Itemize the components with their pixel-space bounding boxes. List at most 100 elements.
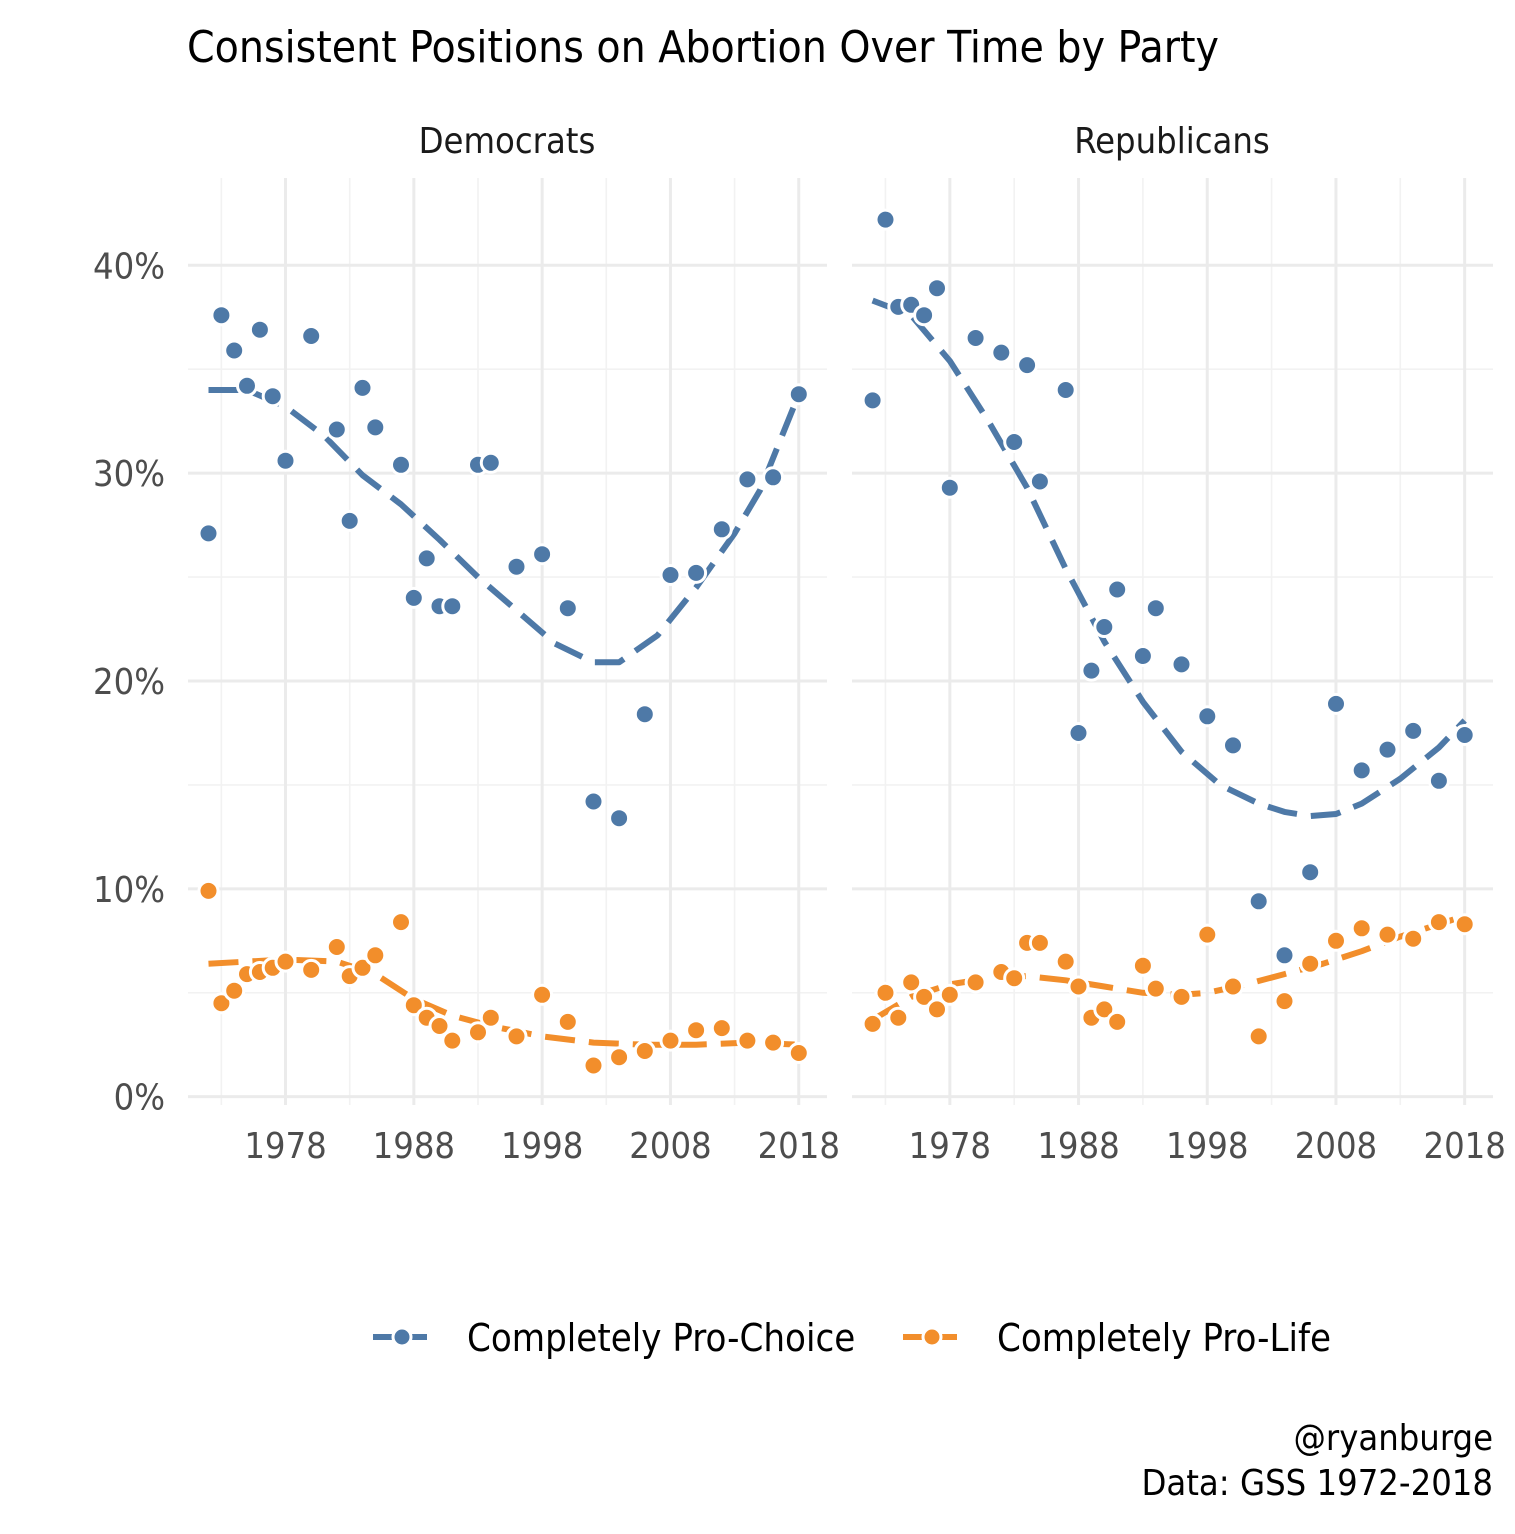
data-point-completely-pro-choice-democrats-1983 <box>338 509 361 532</box>
data-point-completely-pro-choice-democrats-1998 <box>531 543 554 566</box>
x-tick-label-democrats-1998: 1998 <box>501 1126 583 1167</box>
x-axis-republicans: 1978 1988 1998 2008 2018 <box>909 1126 1506 1167</box>
data-point-completely-pro-choice-democrats-1989 <box>415 547 438 570</box>
data-point-completely-pro-choice-democrats-1996 <box>505 555 528 578</box>
data-point-completely-pro-life-democrats-1990 <box>428 1015 451 1037</box>
panel-republicans: Republicans 1978 1988 1998 2008 2018 <box>852 121 1506 1167</box>
y-tick-label-10: 10% <box>93 870 165 911</box>
data-point-completely-pro-life-republicans-1998 <box>1196 923 1219 946</box>
data-point-completely-pro-life-democrats-2018 <box>787 1042 810 1064</box>
data-point-completely-pro-life-republicans-1990 <box>1093 998 1116 1021</box>
data-point-completely-pro-choice-democrats-1987 <box>390 453 412 476</box>
data-point-completely-pro-choice-democrats-2006 <box>633 703 656 726</box>
data-point-completely-pro-choice-republicans-2012 <box>1376 738 1399 761</box>
legend-item-pro-life: Completely Pro-Life <box>903 1316 1331 1360</box>
trend-line-completely-pro-life-republicans <box>871 913 1466 1023</box>
y-tick-label-30: 30% <box>93 454 165 495</box>
data-point-completely-pro-life-republicans-1976 <box>913 985 936 1008</box>
x-tick-label-republicans-1978: 1978 <box>909 1126 991 1167</box>
data-point-completely-pro-choice-republicans-1980 <box>964 327 987 349</box>
data-point-completely-pro-life-democrats-1988 <box>402 994 425 1017</box>
data-point-completely-pro-choice-republicans-1994 <box>1144 597 1167 620</box>
trend-line-completely-pro-choice-democrats <box>208 387 802 666</box>
data-point-completely-pro-choice-republicans-2018 <box>1453 724 1476 746</box>
y-tick-label-0: 0% <box>114 1078 165 1119</box>
data-point-completely-pro-life-democrats-1998 <box>531 983 554 1006</box>
data-point-completely-pro-choice-republicans-2010 <box>1350 759 1373 782</box>
data-point-completely-pro-choice-republicans-1977 <box>926 277 948 300</box>
data-point-completely-pro-life-republicans-1988 <box>1067 975 1090 998</box>
data-point-completely-pro-choice-democrats-2002 <box>582 790 605 813</box>
data-point-completely-pro-choice-republicans-1988 <box>1067 722 1090 744</box>
data-point-completely-pro-life-republicans-1993 <box>1131 954 1154 977</box>
data-point-completely-pro-life-republicans-2000 <box>1222 975 1244 998</box>
data-point-completely-pro-life-republicans-1973 <box>874 981 897 1004</box>
data-point-completely-pro-choice-democrats-1973 <box>210 304 233 327</box>
data-point-completely-pro-choice-republicans-1996 <box>1170 653 1193 676</box>
data-point-completely-pro-life-republicans-2004 <box>1273 990 1296 1013</box>
facet-label-democrats: Democrats <box>419 121 596 162</box>
panel-democrats: Democrats 1978 1988 1998 2008 2018 <box>188 121 840 1167</box>
data-point-completely-pro-choice-democrats-1975 <box>236 374 258 397</box>
data-point-completely-pro-choice-republicans-1989 <box>1080 659 1103 682</box>
data-point-completely-pro-choice-republicans-2014 <box>1402 719 1425 742</box>
data-point-completely-pro-choice-democrats-2012 <box>710 518 733 541</box>
data-point-completely-pro-choice-republicans-1991 <box>1106 578 1129 601</box>
x-tick-label-democrats-1988: 1988 <box>373 1126 455 1167</box>
data-point-completely-pro-choice-republicans-1978 <box>938 476 961 499</box>
grid-republicans <box>852 178 1493 1105</box>
x-tick-label-republicans-2008: 2008 <box>1295 1126 1377 1167</box>
data-point-completely-pro-life-democrats-1984 <box>351 956 374 979</box>
data-point-completely-pro-life-democrats-1978 <box>274 950 297 973</box>
data-point-completely-pro-choice-democrats-1994 <box>479 451 502 474</box>
data-point-completely-pro-life-republicans-2002 <box>1247 1025 1270 1048</box>
data-point-completely-pro-choice-republicans-1984 <box>1016 354 1039 377</box>
data-point-completely-pro-life-democrats-1994 <box>479 1006 502 1029</box>
data-point-completely-pro-life-republicans-1996 <box>1170 985 1193 1008</box>
data-point-completely-pro-choice-republicans-2008 <box>1325 692 1347 715</box>
data-point-completely-pro-choice-democrats-2008 <box>659 564 682 586</box>
data-point-completely-pro-life-republicans-1980 <box>964 971 987 994</box>
legend-key-point-pro-choice <box>391 1326 413 1348</box>
data-point-completely-pro-life-republicans-2014 <box>1402 927 1425 950</box>
data-point-completely-pro-life-democrats-1974 <box>223 979 246 1002</box>
data-point-completely-pro-choice-republicans-1998 <box>1196 705 1219 728</box>
legend-key-point-pro-life <box>921 1326 943 1348</box>
data-point-completely-pro-choice-democrats-2018 <box>787 383 810 406</box>
data-point-completely-pro-choice-republicans-1973 <box>874 208 897 231</box>
points-republicans <box>861 208 1476 1048</box>
trend-line-completely-pro-life-democrats <box>208 956 799 1048</box>
data-point-completely-pro-life-republicans-2016 <box>1427 911 1450 934</box>
data-point-completely-pro-choice-republicans-1993 <box>1131 645 1154 667</box>
data-point-completely-pro-choice-democrats-1985 <box>364 416 387 439</box>
legend-item-pro-choice: Completely Pro-Choice <box>373 1316 855 1360</box>
data-point-completely-pro-choice-democrats-2014 <box>736 468 759 491</box>
x-axis-democrats: 1978 1988 1998 2008 2018 <box>244 1126 840 1167</box>
caption-source: Data: GSS 1972-2018 <box>1141 1463 1493 1504</box>
data-point-completely-pro-choice-republicans-1972 <box>861 389 884 412</box>
data-point-completely-pro-life-democrats-1982 <box>325 936 348 958</box>
data-point-completely-pro-life-republicans-1991 <box>1106 1010 1129 1033</box>
facet-label-republicans: Republicans <box>1074 121 1270 162</box>
data-point-completely-pro-life-democrats-1985 <box>364 944 387 967</box>
data-point-completely-pro-life-republicans-2012 <box>1376 923 1399 946</box>
trend-lines-republicans <box>871 297 1467 1023</box>
data-point-completely-pro-life-republicans-2018 <box>1453 913 1476 936</box>
data-point-completely-pro-life-democrats-1996 <box>505 1025 528 1048</box>
caption-author: @ryanburge <box>1293 1418 1493 1459</box>
data-point-completely-pro-choice-democrats-1988 <box>402 586 425 609</box>
x-tick-label-democrats-2018: 2018 <box>758 1126 840 1167</box>
x-tick-label-republicans-2018: 2018 <box>1423 1126 1505 1167</box>
x-tick-label-republicans-1988: 1988 <box>1037 1126 1119 1167</box>
data-point-completely-pro-life-democrats-2010 <box>685 1019 708 1042</box>
data-point-completely-pro-life-democrats-1972 <box>197 879 220 902</box>
data-point-completely-pro-life-republicans-1975 <box>900 971 923 994</box>
data-point-completely-pro-choice-democrats-1976 <box>248 318 271 341</box>
data-point-completely-pro-life-democrats-2008 <box>659 1029 682 1052</box>
legend: Completely Pro-Choice Completely Pro-Lif… <box>373 1316 1331 1360</box>
y-tick-label-40: 40% <box>93 246 165 287</box>
data-point-completely-pro-life-republicans-1994 <box>1144 977 1167 1000</box>
data-point-completely-pro-choice-republicans-1976 <box>913 304 936 327</box>
data-point-completely-pro-life-democrats-1991 <box>441 1029 464 1052</box>
